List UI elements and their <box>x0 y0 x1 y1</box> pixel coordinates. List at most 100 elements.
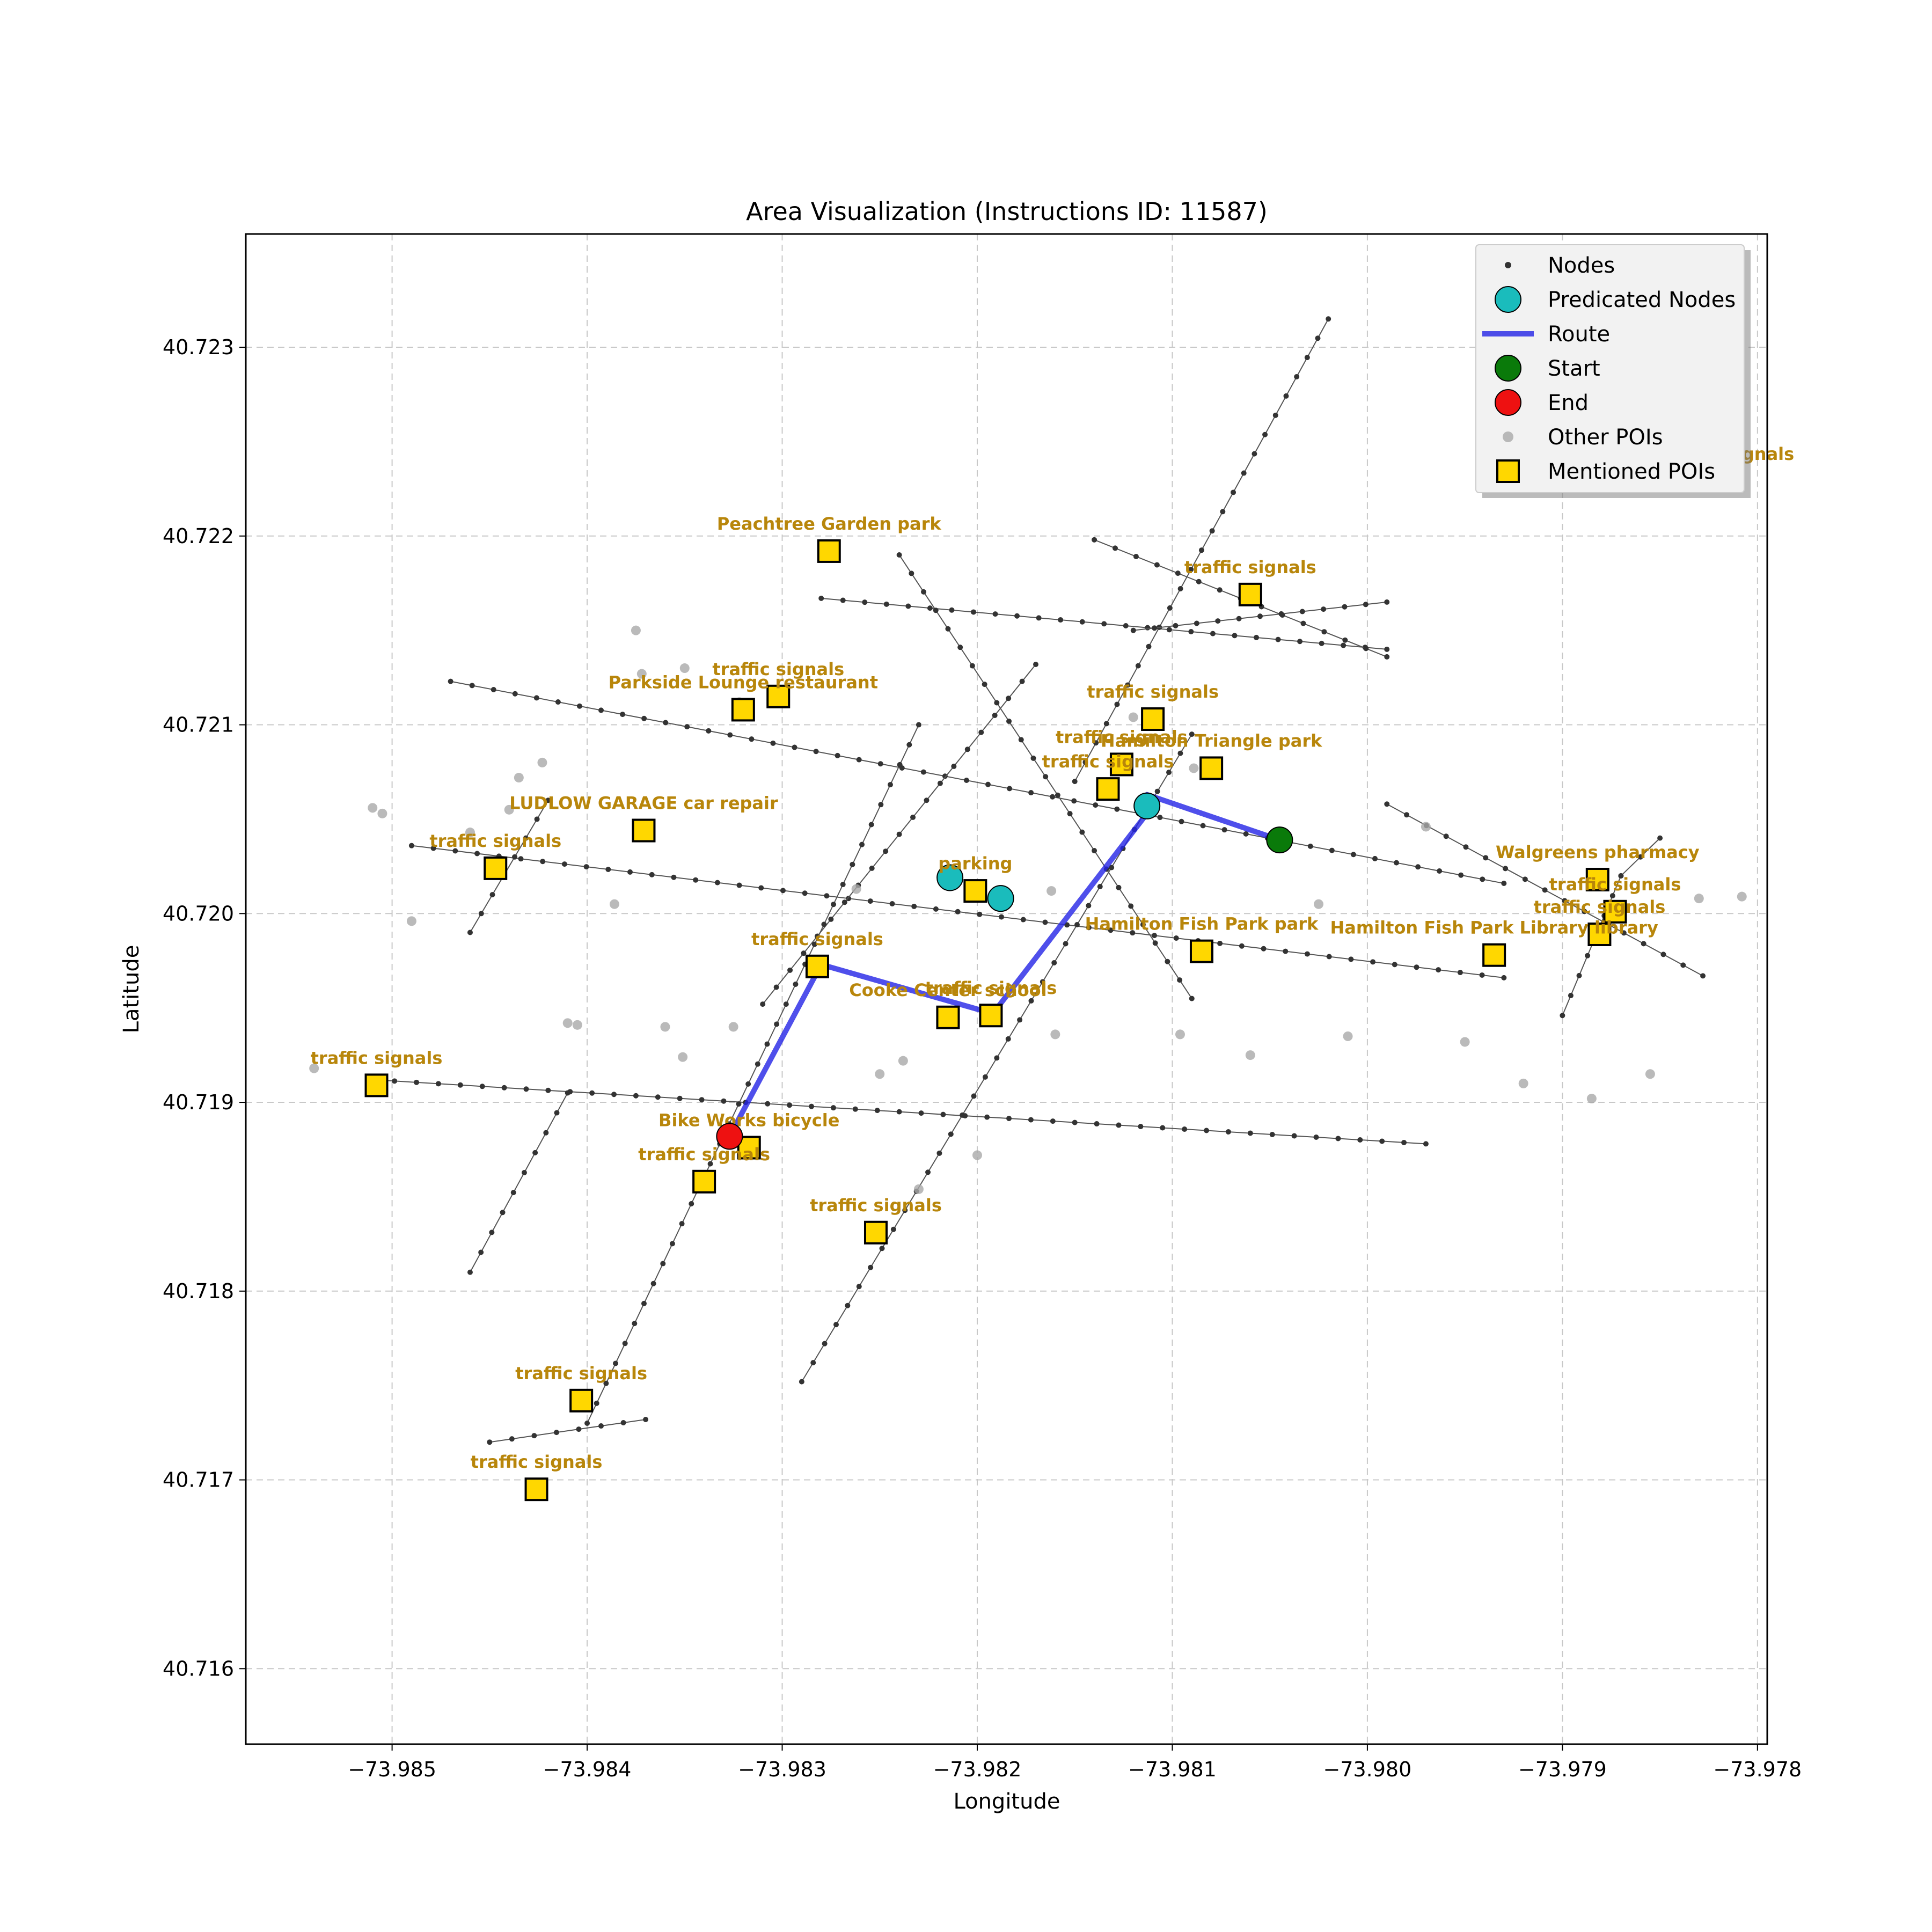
mentioned-poi-label: traffic signals <box>1087 682 1219 702</box>
node-dot <box>707 1161 713 1167</box>
street-line <box>489 1419 646 1443</box>
mentioned-poi-label: traffic signals <box>1534 897 1666 917</box>
other-pois <box>309 625 1747 1194</box>
node-dot <box>1114 701 1120 707</box>
mentioned-poi-label: traffic signals <box>810 1195 942 1216</box>
node-dot <box>627 869 633 875</box>
node-dot <box>957 645 963 650</box>
node-dot <box>1217 940 1223 946</box>
node-dot <box>1092 537 1097 543</box>
node-dot <box>721 1098 727 1104</box>
node-dot <box>1072 1119 1078 1125</box>
node-dot <box>1209 528 1215 534</box>
mentioned-poi-marker <box>1587 922 1612 946</box>
node-dot <box>869 865 875 871</box>
node-dot <box>727 732 733 738</box>
node-dot <box>1457 970 1463 976</box>
other-poi-point <box>572 1020 582 1030</box>
node-dot <box>1135 663 1141 669</box>
mentioned-poi-marker <box>364 1073 389 1097</box>
x-tick-label: −73.980 <box>1323 1758 1411 1781</box>
mentioned-poi-label: traffic signals <box>751 929 883 949</box>
y-axis-ticks: 40.716 40.717 40.718 40.719 40.720 40.721 40.7… <box>163 335 246 1680</box>
mentioned-poi-label: Bike Works bicycle <box>658 1110 839 1130</box>
mentioned-poi-label: traffic signals <box>1549 874 1681 895</box>
predicated-node <box>987 885 1014 912</box>
legend: Nodes Predicated Nodes Route Start End O… <box>1475 244 1751 498</box>
node-dot <box>984 1114 990 1120</box>
node-dot <box>868 822 874 828</box>
node-dot <box>1018 737 1024 743</box>
node-dot <box>755 1061 760 1067</box>
mentioned-poi-marker <box>805 954 829 978</box>
node-dot <box>1582 909 1587 914</box>
legend-predicated-label: Predicated Nodes <box>1548 288 1736 312</box>
node-dot <box>1064 922 1070 928</box>
node-dot <box>906 742 912 748</box>
node-dot <box>840 597 846 603</box>
node-dot <box>1082 759 1088 765</box>
mentioned-pois: traffic signals Peachtree Garden park traf… <box>311 444 1794 1502</box>
mentioned-poi-label: Cooke Center school <box>849 980 1046 1000</box>
node-dot <box>896 552 902 558</box>
node-dot <box>605 866 611 872</box>
mentioned-poi-label: traffic signals <box>311 1048 443 1068</box>
node-dot <box>970 609 976 615</box>
node-dot <box>948 1131 954 1137</box>
node-dot <box>1200 823 1206 829</box>
node-dot <box>1177 750 1183 756</box>
node-dot <box>1542 887 1548 893</box>
node-dot <box>1108 927 1114 933</box>
node-dot <box>706 728 712 734</box>
node-dot <box>1103 721 1109 727</box>
other-poi-point <box>631 625 641 635</box>
node-dot <box>523 1086 529 1092</box>
node-dot <box>1020 917 1026 923</box>
node-dot <box>1079 829 1085 835</box>
node-dot <box>1086 925 1092 931</box>
y-axis-label: Latitude <box>119 945 144 1034</box>
mentioned-poi-label: traffic signals <box>1042 751 1174 772</box>
node-dot <box>1321 606 1327 612</box>
node-dot <box>583 864 589 870</box>
node-dot <box>985 781 991 787</box>
other-poi-point <box>679 663 690 674</box>
node-dot <box>677 1095 683 1101</box>
node-dot <box>1125 682 1131 688</box>
node-dot <box>1093 740 1099 746</box>
node-dot <box>920 769 926 775</box>
node-dot <box>1175 570 1181 576</box>
node-dot <box>620 712 626 718</box>
y-tick-label: 40.718 <box>163 1279 234 1303</box>
x-axis-ticks: −73.985 −73.984 −73.983 −73.982 −73.981 −73.9… <box>348 1744 1802 1781</box>
node-dot <box>1050 1118 1056 1124</box>
x-tick-label: −73.981 <box>1128 1758 1217 1781</box>
node-dot <box>1160 1125 1166 1131</box>
node-dot <box>1166 770 1172 775</box>
other-poi-point <box>728 1022 738 1032</box>
node-dot <box>1275 636 1281 642</box>
x-tick-label: −73.979 <box>1518 1758 1607 1781</box>
node-dot <box>909 570 914 576</box>
node-dot <box>890 1226 896 1232</box>
node-dot <box>655 1094 661 1100</box>
legend-mentioned-poi-label: Mentioned POIs <box>1548 459 1715 484</box>
node-dot <box>641 1300 647 1306</box>
node-dot <box>1335 1136 1341 1141</box>
node-dot <box>1114 806 1120 812</box>
node-dot <box>501 1085 507 1091</box>
node-dot <box>643 1416 649 1422</box>
node-dot <box>992 611 998 617</box>
node-dot <box>1215 618 1221 624</box>
node-dot <box>1370 959 1376 965</box>
other-poi-point <box>309 1063 319 1073</box>
node-dot <box>1028 998 1034 1004</box>
other-poi-point <box>406 916 416 926</box>
node-dot <box>689 1201 694 1206</box>
other-poi-point <box>972 1150 982 1160</box>
node-dot <box>1079 619 1085 625</box>
node-dot <box>521 1169 527 1175</box>
mentioned-poi-marker <box>484 856 508 880</box>
node-dot <box>1252 451 1257 457</box>
node-dot <box>512 854 518 860</box>
